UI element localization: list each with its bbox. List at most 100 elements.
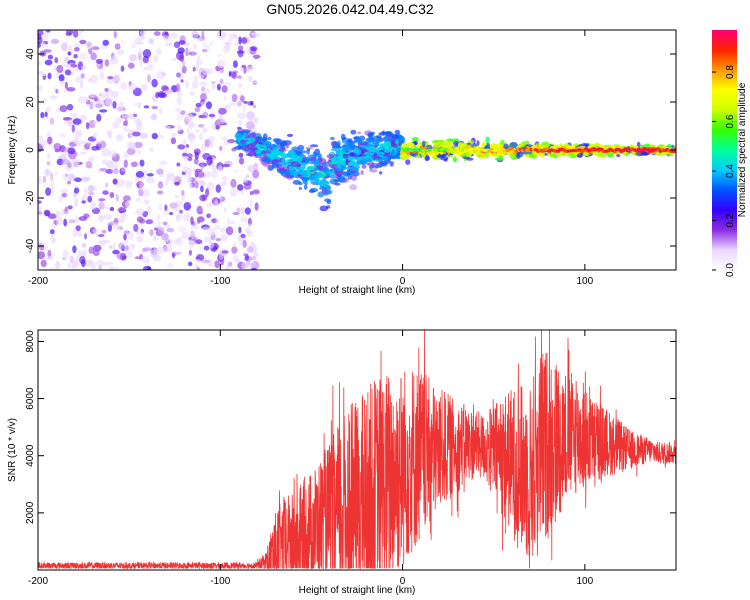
spectrogram-cell [89, 101, 94, 110]
spectrogram-cell [55, 216, 64, 225]
spectrogram-cell [272, 148, 278, 155]
spectrogram-cell [209, 156, 213, 164]
spectrogram-cell [66, 262, 72, 269]
spectrogram-cell [50, 184, 54, 193]
spectrogram-cell [286, 133, 294, 137]
spectrogram-cell [249, 191, 254, 196]
spectrogram-cell [179, 54, 185, 63]
spectrogram-cell [90, 52, 97, 61]
spectrogram-cell [177, 124, 182, 133]
spectrogram-cell [245, 121, 255, 130]
spectrogram-cell [285, 144, 289, 149]
spectrogram-cell [360, 170, 364, 175]
spectrogram-cell [143, 199, 150, 205]
spectrogram-cell [232, 211, 240, 216]
spectrogram-cell [420, 154, 427, 158]
spectrogram-cell [448, 155, 457, 158]
spectrogram-cell [199, 181, 206, 187]
spectrogram-cell [38, 30, 44, 36]
spectrogram-cell [167, 262, 174, 269]
spectrogram-cell [326, 154, 335, 159]
spectrogram-cell [192, 66, 196, 72]
spectrogram-cell [308, 189, 316, 194]
spectrogram-cell [216, 59, 226, 68]
spectrogram-cell [215, 238, 222, 242]
spectrogram-cell [234, 169, 238, 173]
spectrogram-cell [73, 261, 79, 267]
spectrogram-cell [334, 157, 340, 162]
spectrogram-ytick-label: -40 [25, 238, 36, 253]
spectrogram-cell [115, 133, 123, 142]
spectrogram-cell [323, 166, 330, 172]
spectrogram-cell [38, 204, 42, 213]
spectrogram-cell [219, 251, 224, 261]
spectrogram-cell [129, 243, 136, 250]
spectrogram-cell [248, 150, 254, 157]
spectrogram-cell [41, 41, 46, 49]
spectrogram-cell [392, 134, 400, 139]
spectrogram-cell [251, 132, 256, 138]
spectrogram-cell [123, 233, 127, 241]
spectrogram-cell [149, 147, 154, 152]
spectrogram-cell [39, 139, 48, 146]
spectrogram-cell [191, 80, 199, 90]
spectrogram-cell [139, 30, 147, 36]
spectrogram-cell [250, 100, 254, 106]
spectrogram-cell [163, 245, 173, 253]
spectrogram-cell [162, 210, 170, 215]
spectrogram-cell [369, 169, 378, 173]
spectrogram-cell [74, 76, 84, 83]
snr-xlabel: Height of straight line (km) [299, 585, 416, 596]
spectrogram-cell [47, 143, 53, 147]
spectrogram-cell [247, 223, 252, 228]
spectrogram-cell [200, 162, 204, 170]
spectrogram-cell [112, 222, 120, 231]
spectrogram-cell [241, 262, 248, 270]
spectrogram-cell [188, 249, 192, 256]
spectrogram-cell [42, 175, 47, 184]
spectrogram-cell [45, 30, 51, 33]
spectrogram-cell [68, 45, 73, 53]
spectrogram-cell [81, 249, 87, 258]
snr-series-line [38, 330, 676, 570]
spectrogram-cell [223, 96, 227, 100]
spectrogram-cell [126, 112, 135, 121]
spectrogram-cell [326, 200, 332, 205]
spectrogram-cell [249, 199, 253, 208]
colorbar: 0.0 0.2 0.4 0.6 0.8 Normalized spectral ampl… [712, 30, 748, 277]
spectrogram-cell [375, 153, 384, 157]
spectrogram-cell [485, 136, 490, 144]
spectrogram-cell [120, 65, 125, 72]
snr-ticks: -200 -100 0 100 2000 4000 6000 8000 [25, 330, 676, 587]
spectrogram-cell [45, 243, 48, 252]
snr-frame [37, 329, 677, 571]
spectrogram-cell [106, 161, 115, 168]
spectrogram-cell [237, 75, 242, 79]
spectrogram-cell [88, 191, 95, 196]
spectrogram-cell [73, 30, 79, 38]
spectrogram-cell [84, 233, 88, 240]
spectrogram-cell [452, 156, 458, 163]
spectrogram-cell [198, 133, 203, 141]
spectrogram-cell [133, 101, 140, 107]
spectrogram-cell [151, 132, 158, 140]
spectrogram-cell [93, 121, 97, 125]
spectrogram-cell [38, 200, 42, 204]
spectrogram-cell [139, 132, 148, 139]
spectrogram-cell [133, 223, 139, 232]
spectrogram-cell [184, 112, 194, 120]
spectrogram-cell [359, 160, 369, 164]
spectrogram-cell [304, 184, 308, 190]
spectrogram-cell [74, 187, 80, 194]
spectrogram-cell [71, 158, 80, 166]
spectrogram-cell [330, 148, 338, 151]
spectrogram-cell [314, 179, 323, 186]
spectrogram-cell [188, 239, 195, 248]
spectrogram-cell [237, 100, 242, 107]
spectrogram-cell [68, 219, 76, 224]
spectrogram-cell [443, 140, 453, 147]
spectrogram-cell [241, 104, 247, 112]
spectrogram-cell [309, 144, 319, 148]
spectrogram-cell [245, 143, 255, 149]
spectrogram-cell [127, 62, 135, 69]
